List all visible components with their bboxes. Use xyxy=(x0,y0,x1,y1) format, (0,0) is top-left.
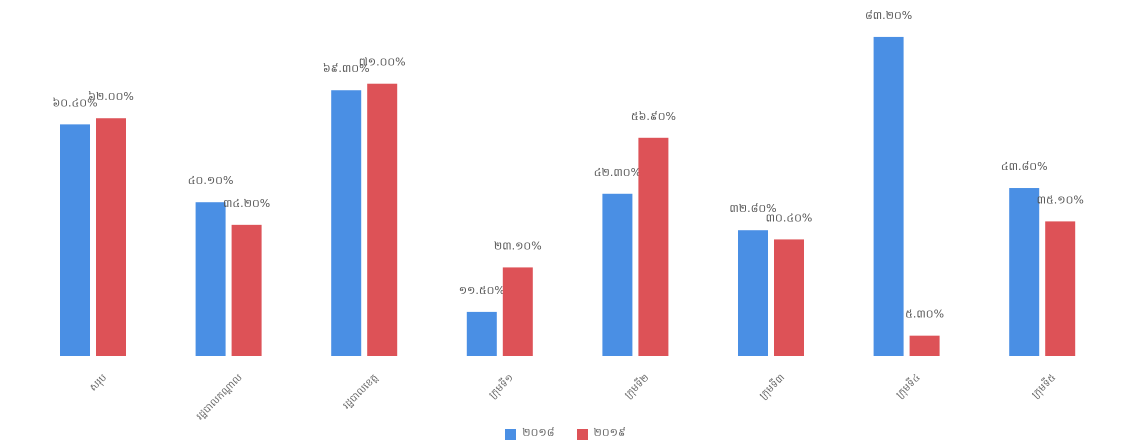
data-label-series2-6: ៣០.៤០% xyxy=(766,211,813,224)
bar-series2-1 xyxy=(96,118,126,356)
bar-series1-4 xyxy=(466,311,497,356)
bar-series2-6 xyxy=(774,239,804,356)
data-label-series1-6: ៣២.៨០% xyxy=(729,202,776,215)
category-label-6: ក្រុមទី៣ xyxy=(756,371,788,403)
bar-series2-2 xyxy=(231,224,262,356)
legend-item-series1[interactable]: ២០១៨ xyxy=(505,426,555,442)
data-label-series2-8: ៣៥.១០% xyxy=(1037,193,1084,206)
category-label-4: ក្រុមទី១ xyxy=(486,371,517,402)
data-label-series1-5: ៤២.៣០% xyxy=(594,166,641,179)
category-label-1: សរុប xyxy=(88,372,110,394)
data-label-series1-4: ១១.៥០% xyxy=(459,284,505,297)
legend-label: ២០១៩ xyxy=(593,426,626,439)
data-label-series2-3: ៧១.០០% xyxy=(359,56,406,69)
data-label-series1-3: ៦៩.៣០% xyxy=(323,62,370,75)
data-label-series1-1: ៦០.៤០% xyxy=(52,96,97,109)
data-label-series2-5: ៥៦.៩០% xyxy=(631,110,676,123)
bar-series2-8 xyxy=(1045,221,1076,356)
data-label-series1-2: ៤០.១០% xyxy=(188,174,234,187)
bar-series1-7 xyxy=(873,36,904,356)
bar-series2-7 xyxy=(909,335,940,356)
category-label-5: ក្រុមទី២ xyxy=(621,371,652,402)
legend-swatch xyxy=(576,428,588,440)
data-label-series1-8: ៤៣.៨០% xyxy=(1001,160,1048,173)
bar-series1-3 xyxy=(331,90,362,356)
category-label-8: ក្រុមទី៥ xyxy=(1029,371,1059,401)
category-label-7: ក្រុមទី៤ xyxy=(893,371,923,401)
bar-series1-1 xyxy=(60,124,90,356)
data-label-series2-1: ៦២.០០% xyxy=(88,90,134,103)
category-label-2: រដ្ឋបាលកណ្តាល xyxy=(195,372,245,422)
bar-series1-6 xyxy=(738,230,768,356)
data-label-series2-2: ៣៤.២០% xyxy=(223,197,270,210)
bar-series1-5 xyxy=(602,193,633,356)
legend-item-series2[interactable]: ២០១៩ xyxy=(576,426,626,442)
data-label-series2-7: ៥.៣០% xyxy=(905,308,944,321)
data-label-series2-4: ២៣.១០% xyxy=(494,239,542,252)
chart-legend: ២០១៨ ២០១៩ xyxy=(0,426,1131,442)
bar-series2-4 xyxy=(502,267,533,356)
data-label-series1-7: ៨៣.២០% xyxy=(865,9,912,22)
bar-series1-8 xyxy=(1009,188,1040,356)
bar-series1-2 xyxy=(195,202,226,356)
bar-series2-5 xyxy=(638,137,669,356)
legend-swatch xyxy=(505,428,517,440)
bar-series2-3 xyxy=(367,83,398,356)
category-label-3: រដ្ឋបាលខេត្ត xyxy=(341,372,380,411)
legend-label: ២០១៨ xyxy=(522,426,555,439)
